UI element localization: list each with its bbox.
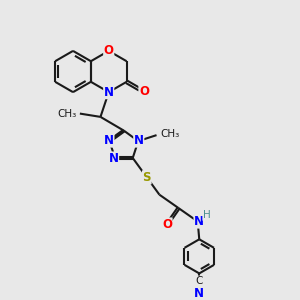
Text: N: N <box>134 134 144 147</box>
Text: N: N <box>109 152 118 165</box>
Text: O: O <box>139 85 149 98</box>
Text: O: O <box>162 218 172 231</box>
Text: CH₃: CH₃ <box>58 109 77 118</box>
Text: H: H <box>202 211 210 220</box>
Text: N: N <box>104 85 114 99</box>
Text: S: S <box>142 171 151 184</box>
Text: N: N <box>194 287 204 300</box>
Text: N: N <box>104 134 114 147</box>
Text: C: C <box>196 276 203 286</box>
Text: CH₃: CH₃ <box>160 129 179 139</box>
Text: N: N <box>194 215 204 228</box>
Text: O: O <box>104 44 114 57</box>
